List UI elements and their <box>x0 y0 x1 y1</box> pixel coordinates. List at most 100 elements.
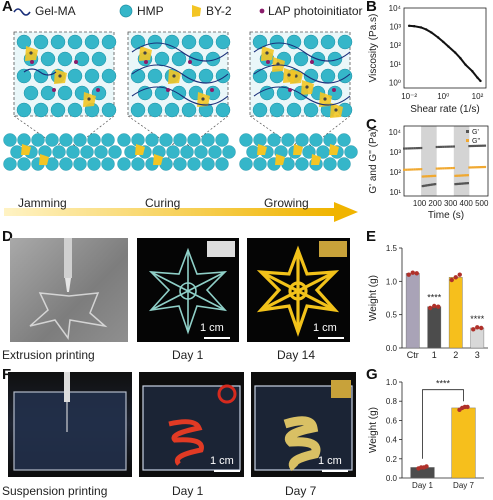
data-point <box>453 275 458 280</box>
hmp-particle <box>16 102 32 118</box>
by2-bed-cell <box>311 154 321 165</box>
data-point-g-prime <box>472 144 475 148</box>
schematic-inset-1 <box>3 31 122 171</box>
y-tick-label: 10⁴ <box>389 4 402 13</box>
data-point-g-prime <box>476 144 479 147</box>
bar-ctr <box>405 273 420 349</box>
x-axis-label: Shear rate (1/s) <box>410 104 479 115</box>
data-point-g-prime <box>452 145 455 148</box>
plot-frame <box>403 7 487 89</box>
hmp-bed-particle <box>208 145 222 159</box>
cell-nucleus <box>29 51 33 55</box>
scalebar-d-day1 <box>204 337 230 339</box>
data-point-g-double-prime <box>460 174 463 177</box>
data-point-g-double-prime <box>424 175 427 178</box>
hmp-particle <box>33 34 49 50</box>
viscosity-point <box>471 70 474 73</box>
hmp-particle <box>16 34 32 50</box>
legend-lap-label: LAP photoinitiator <box>268 4 363 18</box>
hmp-particle <box>269 102 285 118</box>
data-point-g-double-prime <box>483 165 487 169</box>
hmp-particle <box>154 85 170 101</box>
shaded-interval <box>453 126 470 196</box>
category-label: 3 <box>475 350 480 360</box>
hmp-particle <box>147 68 163 84</box>
data-point-g-prime <box>437 145 441 149</box>
data-point-g-double-prime <box>427 175 431 178</box>
by2-legend-icon <box>192 5 201 17</box>
data-point-g-double-prime <box>435 167 438 170</box>
hmp-particle <box>198 68 214 84</box>
data-point-g-double-prime <box>474 166 477 169</box>
data-point-g-double-prime <box>439 167 443 170</box>
panel-label-b: B <box>366 0 377 15</box>
scale-label-f-day1: 1 cm <box>210 455 234 467</box>
hmp-bed-particle <box>59 157 73 171</box>
hmp-bed-particle <box>80 145 94 159</box>
data-point <box>471 327 476 332</box>
significance-stars: **** <box>427 293 442 303</box>
data-point-g-prime <box>432 183 435 186</box>
category-label: Ctr <box>407 350 419 360</box>
hmp-particle <box>164 34 180 50</box>
caption-d-day1: Day 1 <box>172 348 204 362</box>
hmp-particle <box>286 34 302 50</box>
scale-label-d-day1: 1 cm <box>200 322 224 334</box>
hmp-particle <box>91 51 107 67</box>
data-point-g-prime <box>420 146 423 150</box>
legend-gelma-label: Gel-MA <box>35 4 76 18</box>
viscosity-point <box>464 63 467 66</box>
hmp-bed-particle <box>180 145 194 159</box>
category-label: Day 7 <box>453 481 474 490</box>
viscosity-point <box>479 79 482 83</box>
data-point-g-double-prime <box>431 174 434 178</box>
hmp-particle <box>67 102 83 118</box>
data-point-g-prime <box>423 184 426 187</box>
hmp-particle <box>40 51 56 67</box>
hmp-bed-particle <box>17 157 31 171</box>
x-tick-label: 400 <box>460 199 474 208</box>
data-point-g-prime <box>413 147 416 150</box>
hmp-bed-particle <box>3 157 17 171</box>
y-tick-label: 10¹ <box>389 188 401 197</box>
hmp-particle <box>130 102 146 118</box>
data-point-g-prime <box>409 147 412 150</box>
data-point-g-double-prime <box>454 174 457 177</box>
gelma-strand <box>253 64 351 84</box>
data-point-g-prime <box>455 182 459 186</box>
hmp-particle <box>130 68 146 84</box>
hmp-bed-particle <box>253 157 267 171</box>
by2-bed-cell <box>153 154 163 165</box>
hmp-bed-particle <box>94 145 108 159</box>
hmp-particle <box>215 102 231 118</box>
hmp-particle <box>320 68 336 84</box>
hmp-bed-particle <box>173 157 187 171</box>
viscosity-point <box>447 45 450 48</box>
hmp-particle <box>303 102 319 118</box>
hmp-particle <box>130 34 146 50</box>
by2-bed-cell <box>39 154 49 165</box>
scalebar-f-day7 <box>322 470 348 472</box>
photo-extrusion-printing <box>10 238 128 342</box>
hmp-bed-particle <box>215 133 229 147</box>
data-point-g-double-prime <box>452 166 455 170</box>
hmp-particle <box>269 34 285 50</box>
data-point-g-double-prime <box>455 174 459 177</box>
by2-bed-cell <box>257 144 267 155</box>
hmp-bed-particle <box>194 145 208 159</box>
hmp-particle <box>33 102 49 118</box>
data-point-g-double-prime <box>421 175 424 178</box>
y-tick-label: 0.0 <box>386 474 398 483</box>
data-point-g-prime <box>446 145 449 148</box>
hmp-particle <box>252 102 268 118</box>
data-point-g-prime <box>480 144 483 147</box>
cell-nucleus <box>172 74 176 78</box>
gelma-strand <box>131 86 229 106</box>
stage-arrow-body <box>4 208 334 216</box>
suspension-container-icon <box>13 372 127 471</box>
grown-star-scaffold-icon <box>256 241 347 337</box>
hmp-particle <box>286 102 302 118</box>
data-point-g-prime <box>460 182 463 185</box>
hmp-particle <box>33 68 49 84</box>
y-tick-label: 1.0 <box>386 277 398 286</box>
